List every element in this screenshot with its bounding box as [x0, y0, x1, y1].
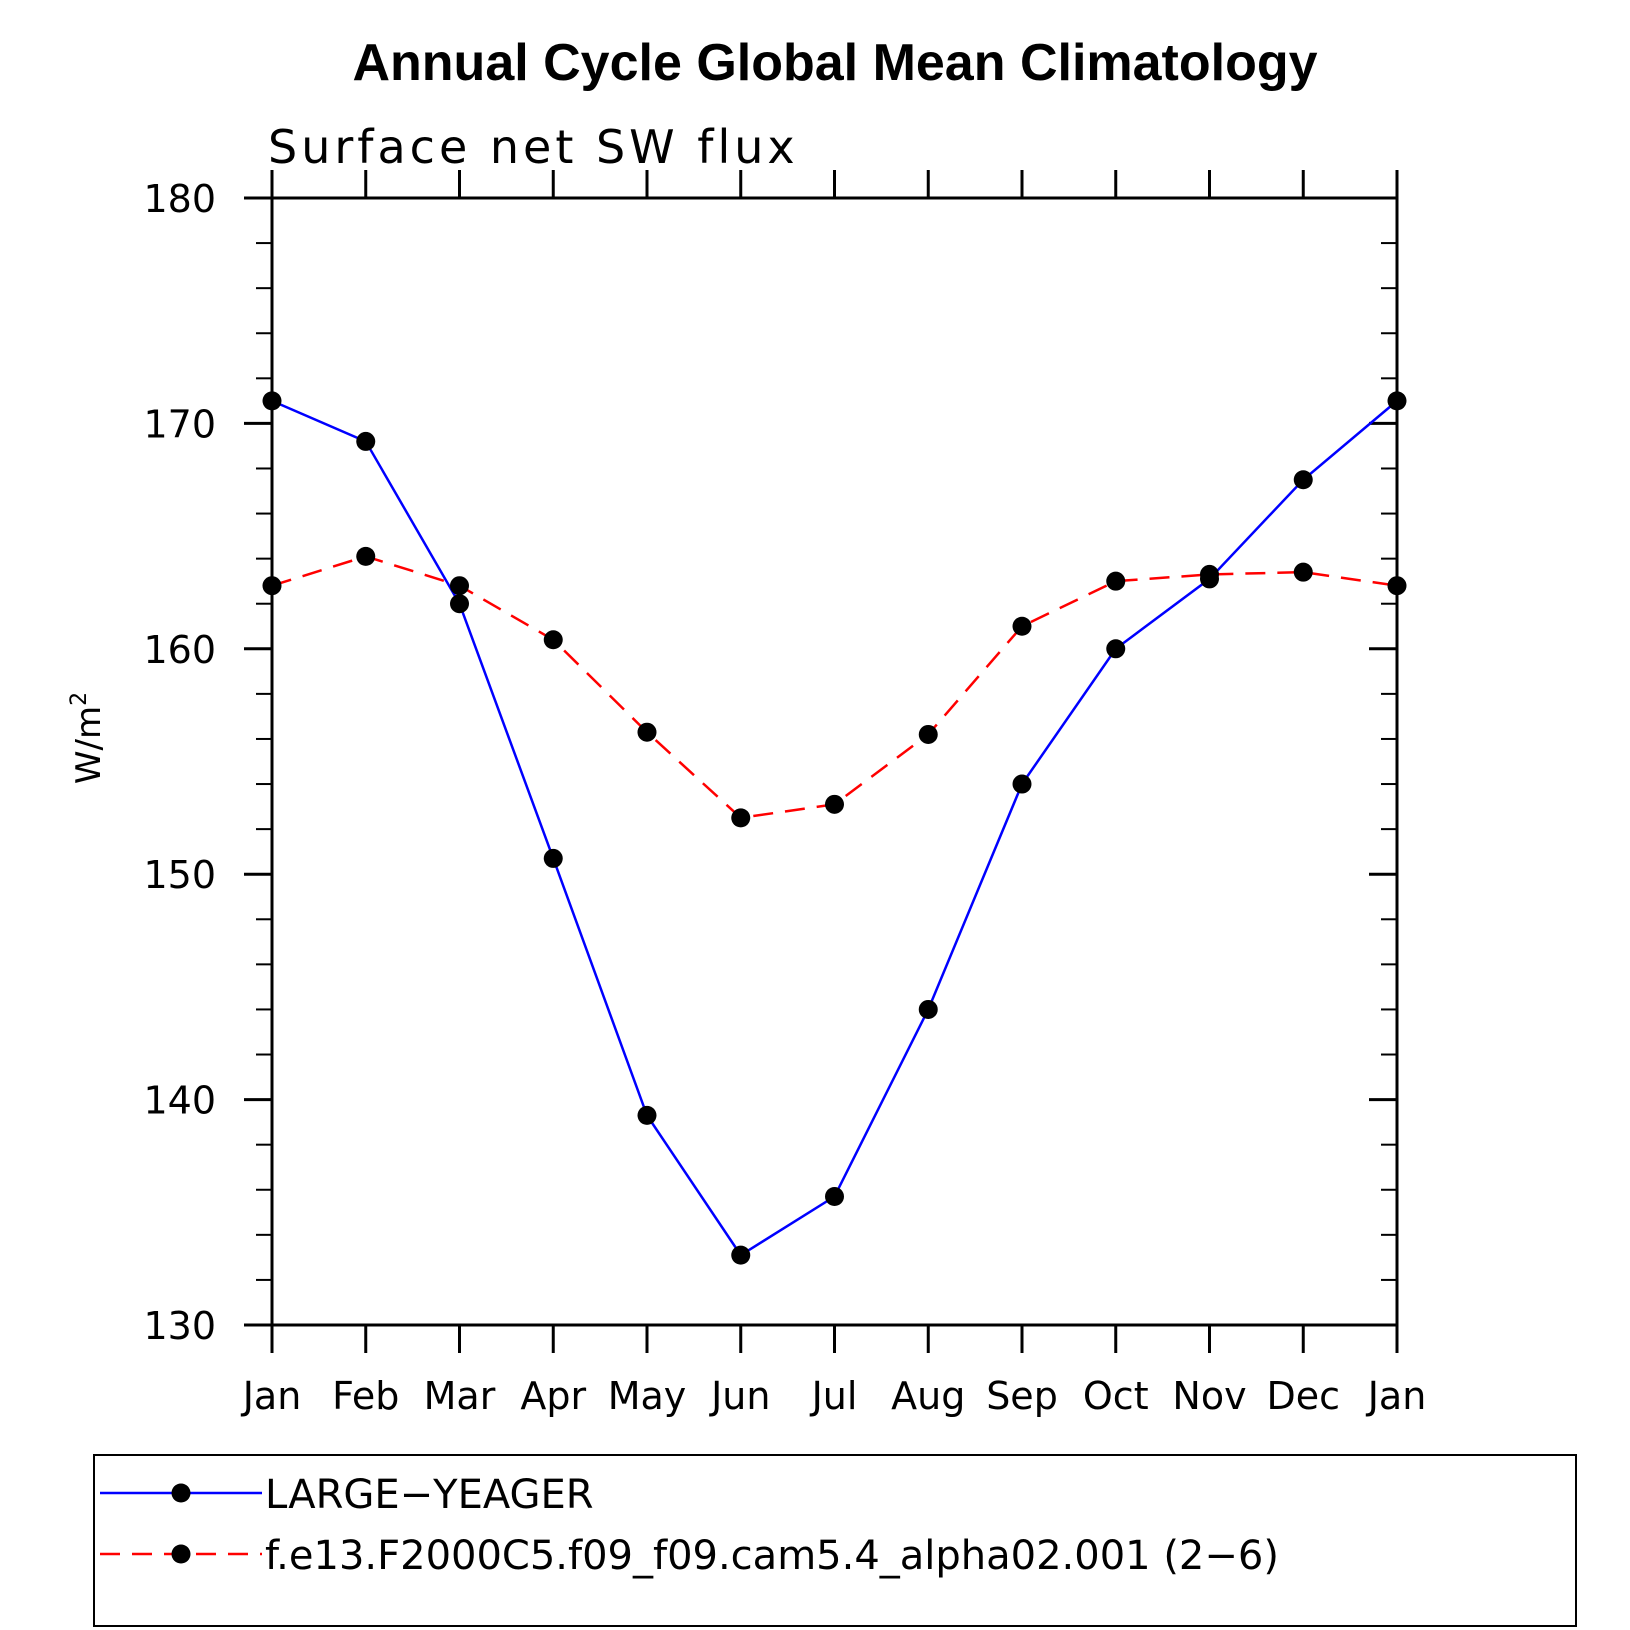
- series-1-point-1: [356, 546, 376, 566]
- legend-label-1: f.e13.F2000C5.f09_f09.cam5.4_alpha02.001…: [265, 1533, 1279, 1579]
- series-0-point-7: [918, 999, 938, 1019]
- chart-subtitle: Surface net SW flux: [268, 120, 799, 174]
- y-tick-label-4: 170: [143, 402, 216, 446]
- x-tick-label-2: Mar: [424, 1374, 496, 1418]
- legend-marker-0: [171, 1483, 191, 1503]
- legend-marker-1: [171, 1544, 191, 1564]
- x-tick-label-6: Jul: [810, 1374, 858, 1418]
- series-1-point-6: [825, 794, 844, 814]
- plot-frame: [270, 196, 1399, 1327]
- x-tick-label-1: Feb: [332, 1374, 399, 1418]
- series-1-point-5: [731, 808, 751, 828]
- series-0-point-9: [1106, 639, 1126, 659]
- series-0-point-0: [262, 391, 282, 411]
- y-tick-label-5: 180: [143, 177, 216, 221]
- axes: Jan Feb Mar Apr May Jun Jul Aug Sep Oct Nov Dec Jan 1…: [143, 170, 1426, 1418]
- series-1-point-2: [450, 576, 469, 596]
- x-tick-label-10: Nov: [1172, 1374, 1246, 1418]
- x-tick-label-3: Apr: [520, 1374, 586, 1418]
- y-tick-label-2: 150: [143, 853, 216, 897]
- series-0-point-11: [1293, 470, 1313, 490]
- series-1-point-8: [1012, 616, 1032, 636]
- y-axis-label-base: W/m: [69, 706, 109, 784]
- x-tick-label-7: Aug: [891, 1374, 965, 1418]
- x-tick-label-5: Jun: [709, 1374, 770, 1418]
- series-0-point-12: [1387, 391, 1407, 411]
- x-tick-label-12: Jan: [1366, 1374, 1427, 1418]
- series-0-point-2: [450, 594, 469, 614]
- x-tick-label-0: Jan: [241, 1374, 302, 1418]
- legend-box: [93, 1454, 1577, 1627]
- series-1-point-3: [543, 630, 563, 650]
- y-tick-label-3: 160: [143, 628, 216, 672]
- series-1-point-0: [262, 576, 282, 596]
- series-1-point-11: [1293, 562, 1313, 582]
- series-1-point-12: [1387, 576, 1407, 596]
- series-layer: [262, 391, 1407, 1265]
- series-line-1: [271, 555, 1398, 820]
- y-tick-label-0: 130: [143, 1304, 216, 1348]
- series-0-point-3: [543, 848, 563, 868]
- series-0-point-5: [731, 1245, 751, 1265]
- legend: LARGE−YEAGER f.e13.F2000C5.f09_f09.cam5.4…: [100, 1472, 1279, 1579]
- x-tick-label-8: Sep: [986, 1374, 1058, 1418]
- series-1-point-10: [1200, 564, 1219, 584]
- series-0-point-6: [825, 1187, 844, 1207]
- series-0-point-4: [637, 1105, 657, 1125]
- series-0-point-1: [356, 431, 376, 451]
- series-1-point-4: [637, 722, 657, 742]
- x-tick-label-4: May: [608, 1374, 687, 1418]
- x-tick-label-11: Dec: [1266, 1374, 1340, 1418]
- series-1-point-9: [1106, 571, 1126, 591]
- series-line-0: [271, 399, 1398, 1257]
- y-axis-label: W/m2: [67, 692, 109, 784]
- x-tick-label-9: Oct: [1083, 1374, 1149, 1418]
- chart-title: Annual Cycle Global Mean Climatology: [352, 34, 1317, 92]
- y-tick-label-1: 140: [143, 1079, 216, 1123]
- y-axis-label-superscript: 2: [67, 692, 92, 706]
- series-1-point-7: [918, 724, 938, 744]
- series-0-point-8: [1012, 774, 1032, 794]
- legend-label-0: LARGE−YEAGER: [265, 1472, 594, 1518]
